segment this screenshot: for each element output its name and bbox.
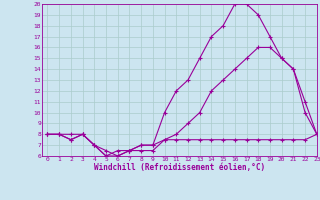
X-axis label: Windchill (Refroidissement éolien,°C): Windchill (Refroidissement éolien,°C) xyxy=(94,163,265,172)
